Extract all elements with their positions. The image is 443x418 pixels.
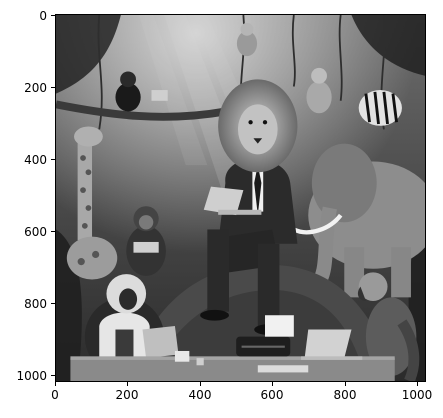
y-tick-mark <box>51 15 55 16</box>
y-tick-mark <box>51 159 55 160</box>
x-tick-label: 800 <box>333 388 357 402</box>
x-tick-label: 600 <box>260 388 284 402</box>
x-tick-mark <box>200 382 201 386</box>
y-tick-mark <box>51 375 55 376</box>
y-tick-mark <box>51 303 55 304</box>
y-tick-label: 800 <box>24 297 47 311</box>
y-tick-label: 600 <box>24 225 47 239</box>
x-tick-label: 0 <box>51 388 59 402</box>
x-tick-mark <box>417 382 418 386</box>
x-tick-label: 400 <box>188 388 212 402</box>
x-tick-label: 1000 <box>401 388 433 402</box>
x-tick-mark <box>127 382 128 386</box>
y-tick-mark <box>51 231 55 232</box>
y-tick-label: 400 <box>24 153 47 167</box>
x-tick-label: 200 <box>115 388 139 402</box>
x-tick-mark <box>55 382 56 386</box>
x-tick-mark <box>272 382 273 386</box>
jungle-scene-image <box>56 15 425 381</box>
image-axes <box>55 14 426 382</box>
y-tick-label: 0 <box>39 9 47 23</box>
y-tick-label: 1000 <box>16 369 47 383</box>
x-tick-mark <box>345 382 346 386</box>
y-tick-mark <box>51 87 55 88</box>
y-tick-label: 200 <box>24 81 47 95</box>
